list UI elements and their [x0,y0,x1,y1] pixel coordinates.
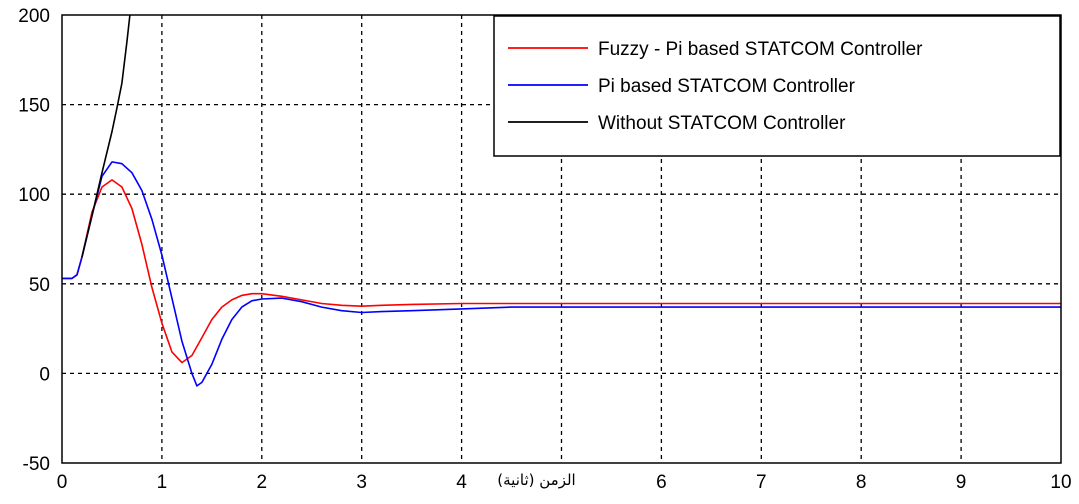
y-tick-label: 50 [29,275,50,296]
y-tick-label: 150 [18,96,50,117]
legend-box [493,15,1061,157]
tick-labels: 0 1 2 3 4 6 7 8 9 10 -50 0 50 100 150 200 [18,6,1071,493]
x-axis-label: الزمن (ثانية) [497,471,575,489]
series-lines [62,15,1061,387]
y-tick-label: 200 [18,6,50,27]
legend-label-2: Without STATCOM Controller [598,113,846,134]
x-tick-label: 4 [456,472,467,493]
x-tick-label: 6 [656,472,667,493]
legend-label-0: Fuzzy - Pi based STATCOM Controller [598,39,923,60]
y-tick-label: 0 [39,364,50,385]
x-tick-label: 1 [157,472,168,493]
x-tick-label: 3 [356,472,367,493]
plot-frame [61,14,1062,464]
x-tick-label: 2 [257,472,268,493]
x-tick-label: 9 [956,472,967,493]
series-line-1 [62,161,1061,387]
y-tick-label: 100 [18,185,50,206]
legend: Fuzzy - Pi based STATCOM Controller Pi ba… [493,15,1061,157]
x-tick-label: 7 [756,472,767,493]
legend-label-1: Pi based STATCOM Controller [598,76,856,97]
x-tick-label: 0 [57,472,68,493]
series-line-2 [81,15,131,258]
x-tick-label: 8 [856,472,867,493]
series-line-0 [62,179,1061,364]
x-tick-label: 10 [1050,472,1071,493]
y-tick-label: -50 [23,454,50,475]
